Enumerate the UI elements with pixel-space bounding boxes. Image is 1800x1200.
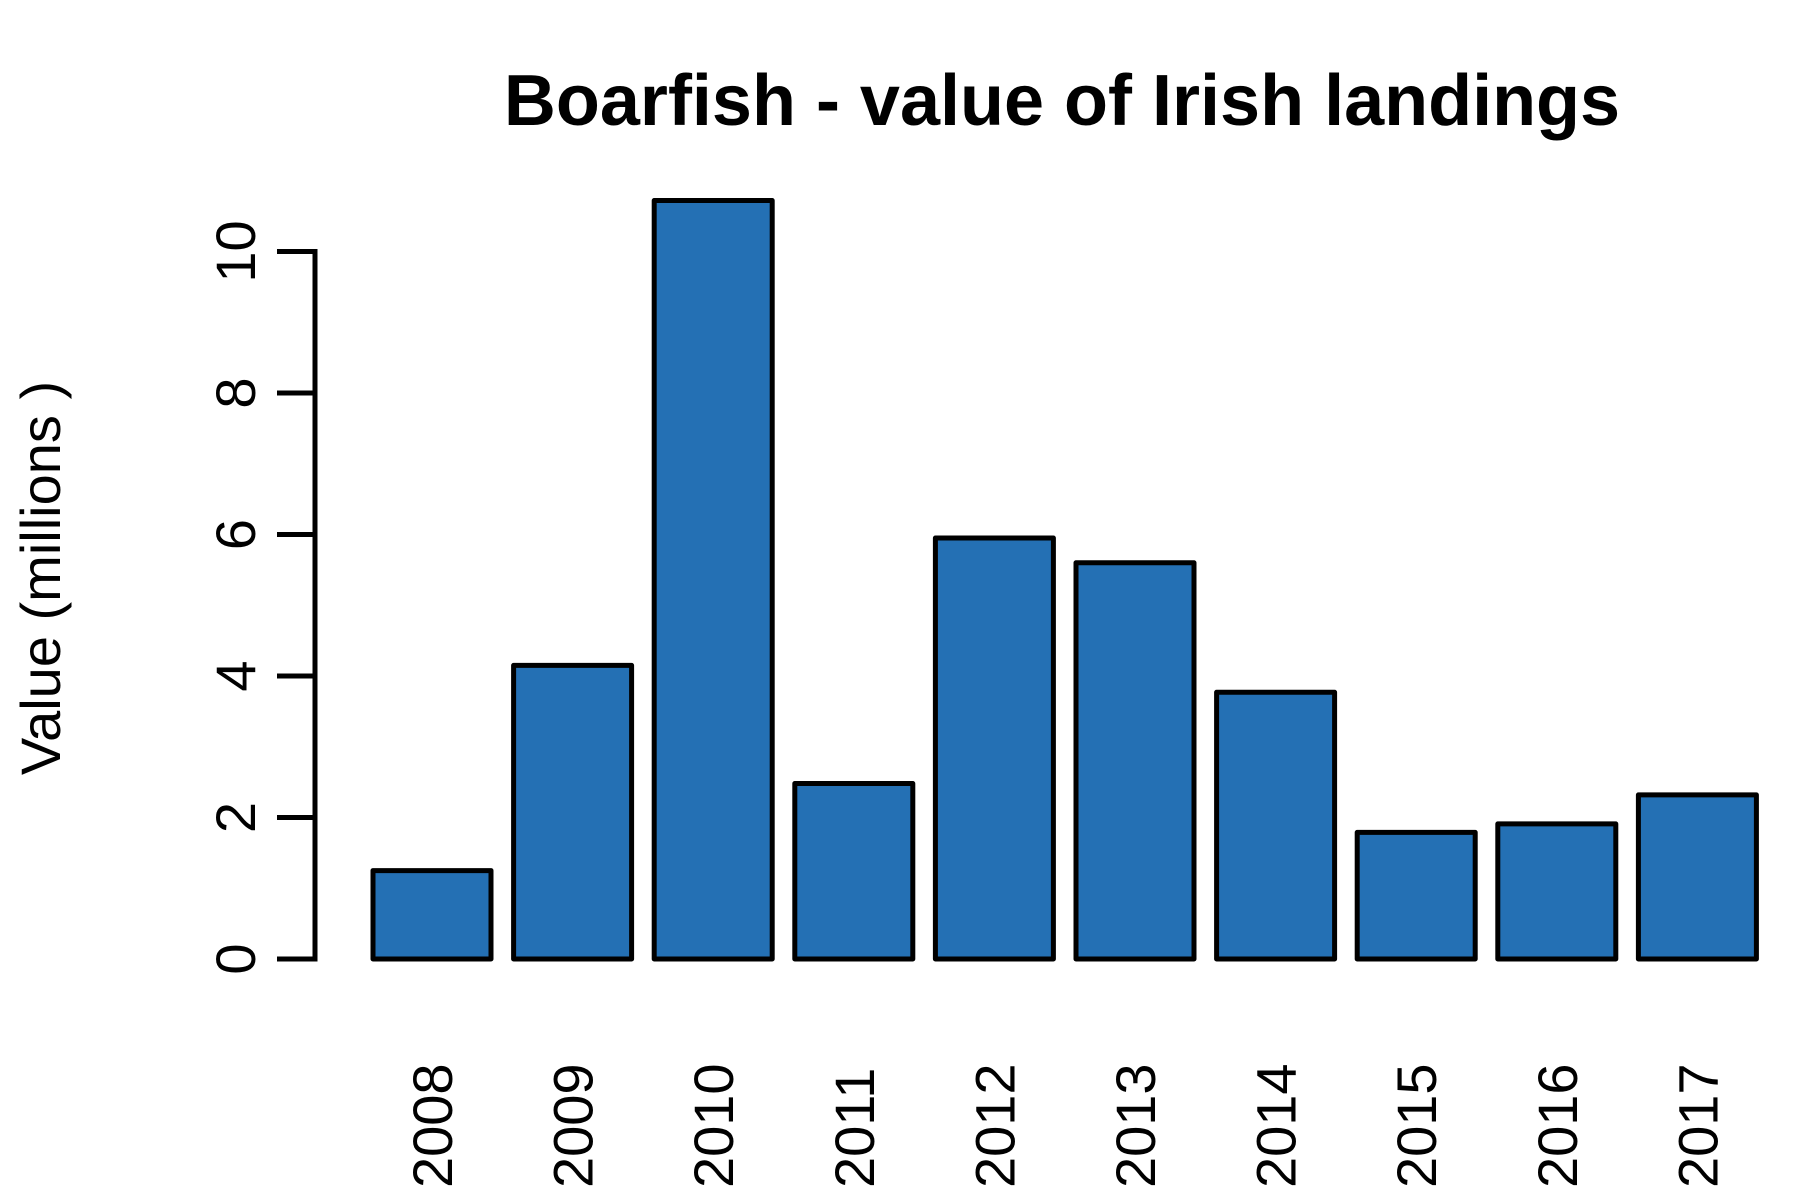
x-tick-label-2015: 2015 [1385, 1063, 1448, 1188]
x-tick-label-2010: 2010 [682, 1063, 745, 1188]
x-tick-label-2017: 2017 [1666, 1063, 1729, 1188]
bar-2012 [932, 535, 1056, 962]
x-tick-label-2016: 2016 [1526, 1063, 1589, 1188]
bar-2016 [1495, 821, 1619, 962]
y-tick-label: 6 [204, 519, 267, 550]
bars [370, 198, 1759, 962]
x-tick-label-2011: 2011 [823, 1068, 886, 1188]
chart-title: Boarfish - value of Irish landings [504, 61, 1620, 141]
bar-2011 [792, 781, 916, 962]
bar-2015 [1354, 829, 1478, 962]
bar-2008 [370, 868, 494, 962]
x-tick-label-2013: 2013 [1104, 1063, 1167, 1188]
y-tick-label: 10 [204, 220, 267, 282]
bar-2017 [1635, 792, 1759, 962]
bar-2009 [511, 662, 635, 962]
y-tick-label: 8 [204, 377, 267, 408]
bar-2010 [651, 198, 775, 962]
x-tick-label-2008: 2008 [401, 1063, 464, 1188]
y-axis-label: Value (millions ) [9, 381, 72, 775]
bar-2014 [1214, 689, 1338, 962]
x-tick-label-2009: 2009 [542, 1063, 605, 1188]
x-tick-label-2014: 2014 [1245, 1063, 1308, 1188]
x-tick-label-2012: 2012 [963, 1063, 1026, 1188]
y-tick-label: 0 [204, 943, 267, 974]
x-axis-tick-labels: 2008 2009 2010 2011 2012 2013 2014 2015 2016 2017 [401, 1063, 1729, 1188]
y-tick-label: 4 [204, 660, 267, 691]
y-tick-label: 2 [204, 802, 267, 833]
bar-2013 [1073, 560, 1197, 962]
y-axis: 0 2 4 6 8 10 [204, 220, 318, 975]
